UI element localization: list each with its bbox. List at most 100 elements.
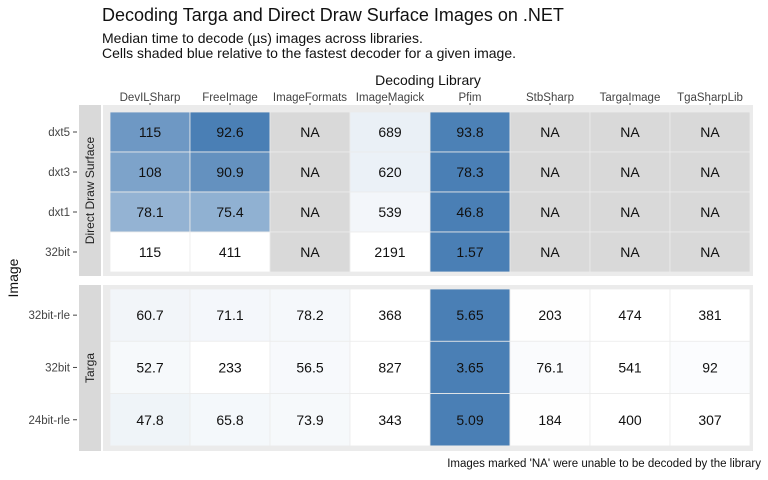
cell-value-label: NA	[620, 164, 640, 180]
heatmap-cell	[189, 288, 271, 342]
heatmap-cell	[109, 393, 191, 447]
cell-value-label: NA	[300, 244, 320, 260]
heatmap-cell	[589, 231, 671, 273]
cell-value-label: 381	[698, 307, 722, 323]
heatmap-cell	[269, 393, 351, 447]
row-label: dxt3	[48, 167, 70, 179]
cell-value-label: NA	[700, 204, 720, 220]
cell-value-label: 71.1	[216, 307, 243, 323]
cell-value-label: 108	[138, 164, 162, 180]
cell-value-label: NA	[300, 124, 320, 140]
heatmap-cell	[269, 111, 351, 153]
column-label-tgasharplib: TgaSharpLib	[677, 92, 743, 104]
cell-value-label: NA	[700, 164, 720, 180]
cell-value-label: 90.9	[216, 164, 243, 180]
heatmap-cell	[349, 340, 431, 394]
cell-value-label: 56.5	[296, 359, 323, 375]
cell-value-label: 78.1	[136, 204, 163, 220]
cell-value-label: NA	[300, 204, 320, 220]
cell-value-label: NA	[620, 244, 640, 260]
cell-value-label: 73.9	[296, 412, 323, 428]
column-label-devilsharp: DevILSharp	[120, 92, 181, 104]
cell-value-label: 368	[378, 307, 402, 323]
cell-value-label: 1.57	[456, 244, 483, 260]
cell-value-label: 5.65	[456, 307, 483, 323]
cell-value-label: NA	[540, 244, 560, 260]
cell-value-label: 46.8	[456, 204, 483, 220]
cell-value-label: 60.7	[136, 307, 163, 323]
chart-caption: Images marked 'NA' were unable to be dec…	[447, 458, 761, 470]
heatmap-cell	[509, 393, 591, 447]
heatmap-cell	[509, 191, 591, 233]
row-label: 32bit-rle	[28, 310, 70, 322]
cell-value-label: 78.3	[456, 164, 483, 180]
cell-value-label: 115	[139, 244, 162, 260]
cell-value-label: 115	[139, 124, 162, 140]
chart-subtitle: Median time to decode (µs) images across…	[102, 31, 516, 61]
subtitle-line-2: Cells shaded blue relative to the fastes…	[102, 45, 517, 61]
cell-value-label: NA	[700, 244, 720, 260]
cell-value-label: 203	[538, 307, 562, 323]
cell-value-label: 400	[618, 412, 642, 428]
cell-value-label: NA	[620, 204, 640, 220]
heatmap-cell	[589, 393, 671, 447]
heatmap-cell	[509, 340, 591, 394]
cell-value-label: 93.8	[456, 124, 483, 140]
cell-value-label: NA	[620, 124, 640, 140]
heatmap-cell	[269, 340, 351, 394]
column-label-imagemagick: ImageMagick	[356, 92, 425, 104]
cell-value-label: NA	[540, 124, 560, 140]
cell-value-label: 689	[378, 124, 402, 140]
subtitle-line-1: Median time to decode (µs) images across…	[102, 30, 423, 46]
cell-value-label: 541	[618, 359, 642, 375]
facet-label-0: Direct Draw Surface	[83, 137, 97, 245]
cell-value-label: 5.09	[456, 412, 483, 428]
cell-value-label: 76.1	[536, 359, 563, 375]
heatmap-cell	[269, 151, 351, 193]
cell-value-label: 92.6	[216, 124, 243, 140]
heatmap-cell	[589, 151, 671, 193]
heatmap-cell	[429, 340, 511, 394]
heatmap-cell	[669, 340, 751, 394]
heatmap-cell	[109, 288, 191, 342]
cell-value-label: 52.7	[136, 359, 163, 375]
heatmap-cell	[109, 151, 191, 193]
cell-value-label: 411	[219, 244, 242, 260]
heatmap-cell	[349, 191, 431, 233]
facet-strip	[79, 105, 101, 276]
heatmap-cell	[189, 111, 271, 153]
heatmap-cell	[669, 231, 751, 273]
cell-value-label: NA	[300, 164, 320, 180]
heatmap-cell	[429, 231, 511, 273]
cell-value-label: 65.8	[216, 412, 243, 428]
heatmap-cell	[349, 288, 431, 342]
heatmap-cell	[429, 393, 511, 447]
facet-strip	[79, 285, 101, 451]
cell-value-label: NA	[700, 124, 720, 140]
cell-value-label: 620	[378, 164, 402, 180]
column-label-pfim: Pfim	[459, 92, 482, 104]
cell-value-label: 343	[378, 412, 402, 428]
row-label: dxt5	[48, 127, 70, 139]
heatmap-cell	[669, 111, 751, 153]
facet-label-1: Targa	[83, 353, 97, 383]
chart-title: Decoding Targa and Direct Draw Surface I…	[102, 5, 564, 25]
heatmap-cell	[429, 151, 511, 193]
cell-value-label: NA	[540, 204, 560, 220]
heatmap-cell	[589, 340, 671, 394]
heatmap-cell	[669, 288, 751, 342]
heatmap-cell	[349, 151, 431, 193]
cell-value-label: 3.65	[456, 359, 483, 375]
heatmap-cell	[189, 151, 271, 193]
heatmap-cell	[189, 191, 271, 233]
heatmap-cell	[189, 231, 271, 273]
heatmap-cell	[509, 151, 591, 193]
heatmap-cell	[589, 111, 671, 153]
heatmap-cell	[509, 111, 591, 153]
cell-value-label: 307	[698, 412, 722, 428]
heatmap-cell	[669, 393, 751, 447]
cell-value-label: NA	[540, 164, 560, 180]
cell-value-label: 184	[538, 412, 562, 428]
heatmap-cell	[189, 393, 271, 447]
